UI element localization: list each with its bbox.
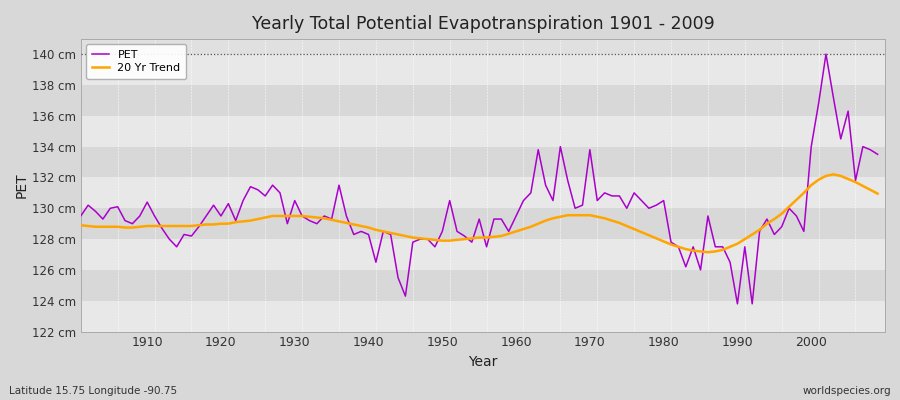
- X-axis label: Year: Year: [468, 355, 498, 369]
- PET: [341, 214, 352, 218]
- Bar: [81, 116, 885, 147]
- PET: [510, 214, 521, 218]
- 20 Yr Trend: [510, 229, 521, 234]
- 20 Yr Trend: [503, 231, 514, 236]
- PET: [297, 214, 308, 218]
- Bar: [81, 208, 885, 239]
- Line: PET: PET: [81, 54, 878, 304]
- Bar: [81, 85, 885, 116]
- 20 Yr Trend: [297, 214, 308, 218]
- Bar: [81, 54, 885, 85]
- PET: [821, 52, 832, 56]
- PET: [76, 214, 86, 218]
- Bar: [81, 147, 885, 178]
- 20 Yr Trend: [599, 216, 610, 221]
- Bar: [81, 301, 885, 332]
- PET: [732, 302, 742, 306]
- 20 Yr Trend: [134, 224, 145, 229]
- Title: Yearly Total Potential Evapotranspiration 1901 - 2009: Yearly Total Potential Evapotranspiratio…: [251, 15, 715, 33]
- 20 Yr Trend: [703, 250, 714, 255]
- Text: worldspecies.org: worldspecies.org: [803, 386, 891, 396]
- Bar: [81, 239, 885, 270]
- 20 Yr Trend: [76, 223, 86, 228]
- PET: [134, 214, 145, 218]
- 20 Yr Trend: [872, 191, 883, 196]
- Line: 20 Yr Trend: 20 Yr Trend: [81, 174, 878, 252]
- 20 Yr Trend: [828, 172, 839, 177]
- Bar: [81, 270, 885, 301]
- PET: [599, 190, 610, 195]
- Legend: PET, 20 Yr Trend: PET, 20 Yr Trend: [86, 44, 186, 79]
- PET: [872, 152, 883, 157]
- 20 Yr Trend: [341, 220, 352, 225]
- Bar: [81, 178, 885, 208]
- Text: Latitude 15.75 Longitude -90.75: Latitude 15.75 Longitude -90.75: [9, 386, 177, 396]
- PET: [503, 229, 514, 234]
- Y-axis label: PET: PET: [15, 172, 29, 198]
